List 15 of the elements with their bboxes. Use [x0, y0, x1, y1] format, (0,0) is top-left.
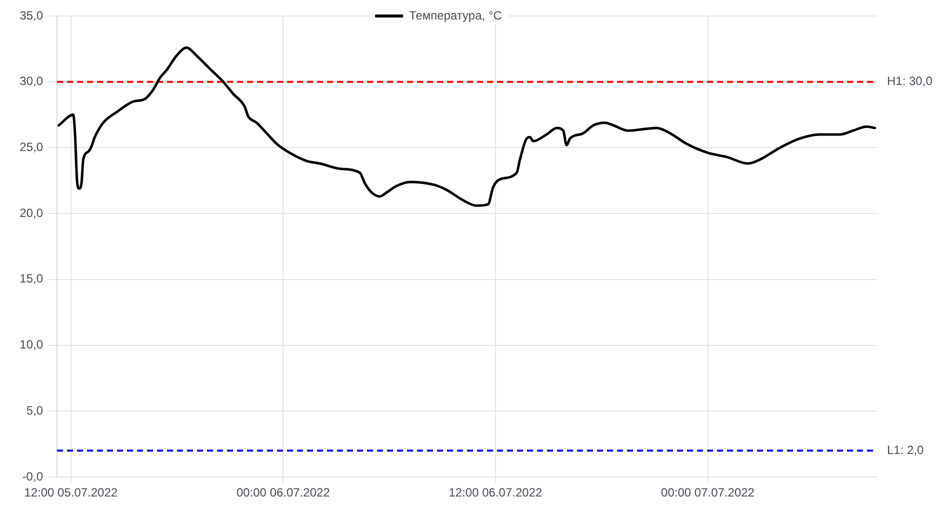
- y-tick-label: 30,0: [20, 74, 44, 88]
- legend-label: Температура, °C: [409, 8, 502, 22]
- x-tick-label: 00:00 06.07.2022: [236, 486, 330, 500]
- y-tick-label: 15,0: [20, 272, 44, 286]
- y-tick-label: 25,0: [20, 140, 44, 154]
- y-tick-label: 20,0: [20, 206, 44, 220]
- y-tick-label: 5,0: [26, 403, 44, 418]
- x-tick-label: 12:00 05.07.2022: [24, 486, 118, 500]
- y-tick-label: 35,0: [20, 8, 44, 22]
- x-tick-label: 00:00 07.07.2022: [661, 486, 755, 500]
- x-tick-label: 12:00 06.07.2022: [448, 486, 542, 500]
- y-tick-label: 10,0: [20, 338, 44, 352]
- ref-line-label: L1: 2,0: [887, 442, 924, 457]
- ref-line-label: H1: 30,0: [887, 74, 933, 88]
- y-tick-label: -0,0: [22, 469, 44, 484]
